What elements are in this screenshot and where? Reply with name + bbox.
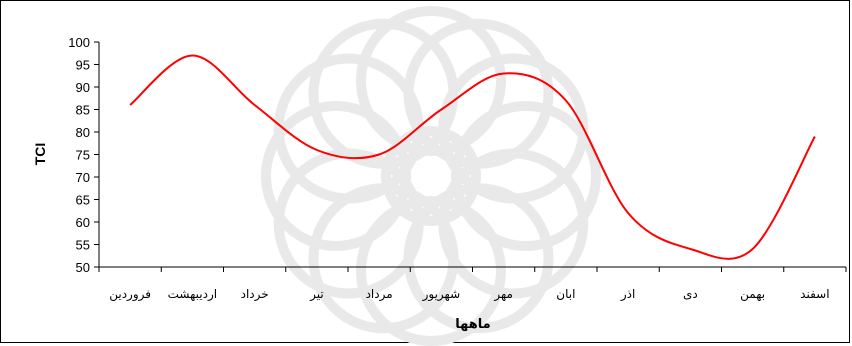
y-tick-label: 80 (76, 125, 90, 140)
y-tick-label: 50 (76, 260, 90, 275)
watermark-petal (308, 183, 459, 334)
y-axis-ticks: 50 55 60 65 70 75 80 85 90 95 100 (68, 35, 99, 275)
x-tick-label: مرداد (366, 287, 393, 302)
y-tick-label: 100 (68, 35, 90, 50)
watermark-petal (273, 53, 424, 204)
y-tick-label: 90 (76, 80, 90, 95)
x-tick-label: تیر (309, 287, 324, 302)
y-tick-label: 95 (76, 58, 90, 73)
y-tick-label: 75 (76, 148, 90, 163)
y-tick-label: 70 (76, 170, 90, 185)
x-tick-label: مهر (493, 287, 513, 302)
x-tick-label: اردیبهشت (168, 287, 217, 302)
y-tick-label: 55 (76, 238, 90, 253)
watermark-petal (403, 18, 554, 169)
x-tick-label: دی (683, 287, 698, 301)
y-tick-label: 60 (76, 215, 90, 230)
x-tick-label: بهمن (740, 287, 765, 302)
x-tick-label: خرداد (241, 287, 269, 302)
x-axis-title: ماهها (455, 317, 490, 332)
y-axis-title: TCI (32, 143, 48, 166)
y-tick-label: 65 (76, 193, 90, 208)
watermark-petal (438, 53, 589, 204)
x-tick-label: شهریور (422, 287, 461, 302)
watermark-emblem (261, 6, 601, 346)
x-axis-ticks: فروردین اردیبهشت خرداد تیر مرداد شهریور مهر ابا… (98, 267, 847, 302)
x-tick-label: اسفند (800, 287, 829, 301)
x-tick-label: فروردین (109, 287, 151, 302)
x-tick-label: اذر (620, 287, 635, 302)
y-tick-label: 85 (76, 103, 90, 118)
series-line-tci (129, 54, 816, 260)
watermark-center (381, 126, 481, 226)
x-tick-label: ابان (556, 287, 575, 301)
